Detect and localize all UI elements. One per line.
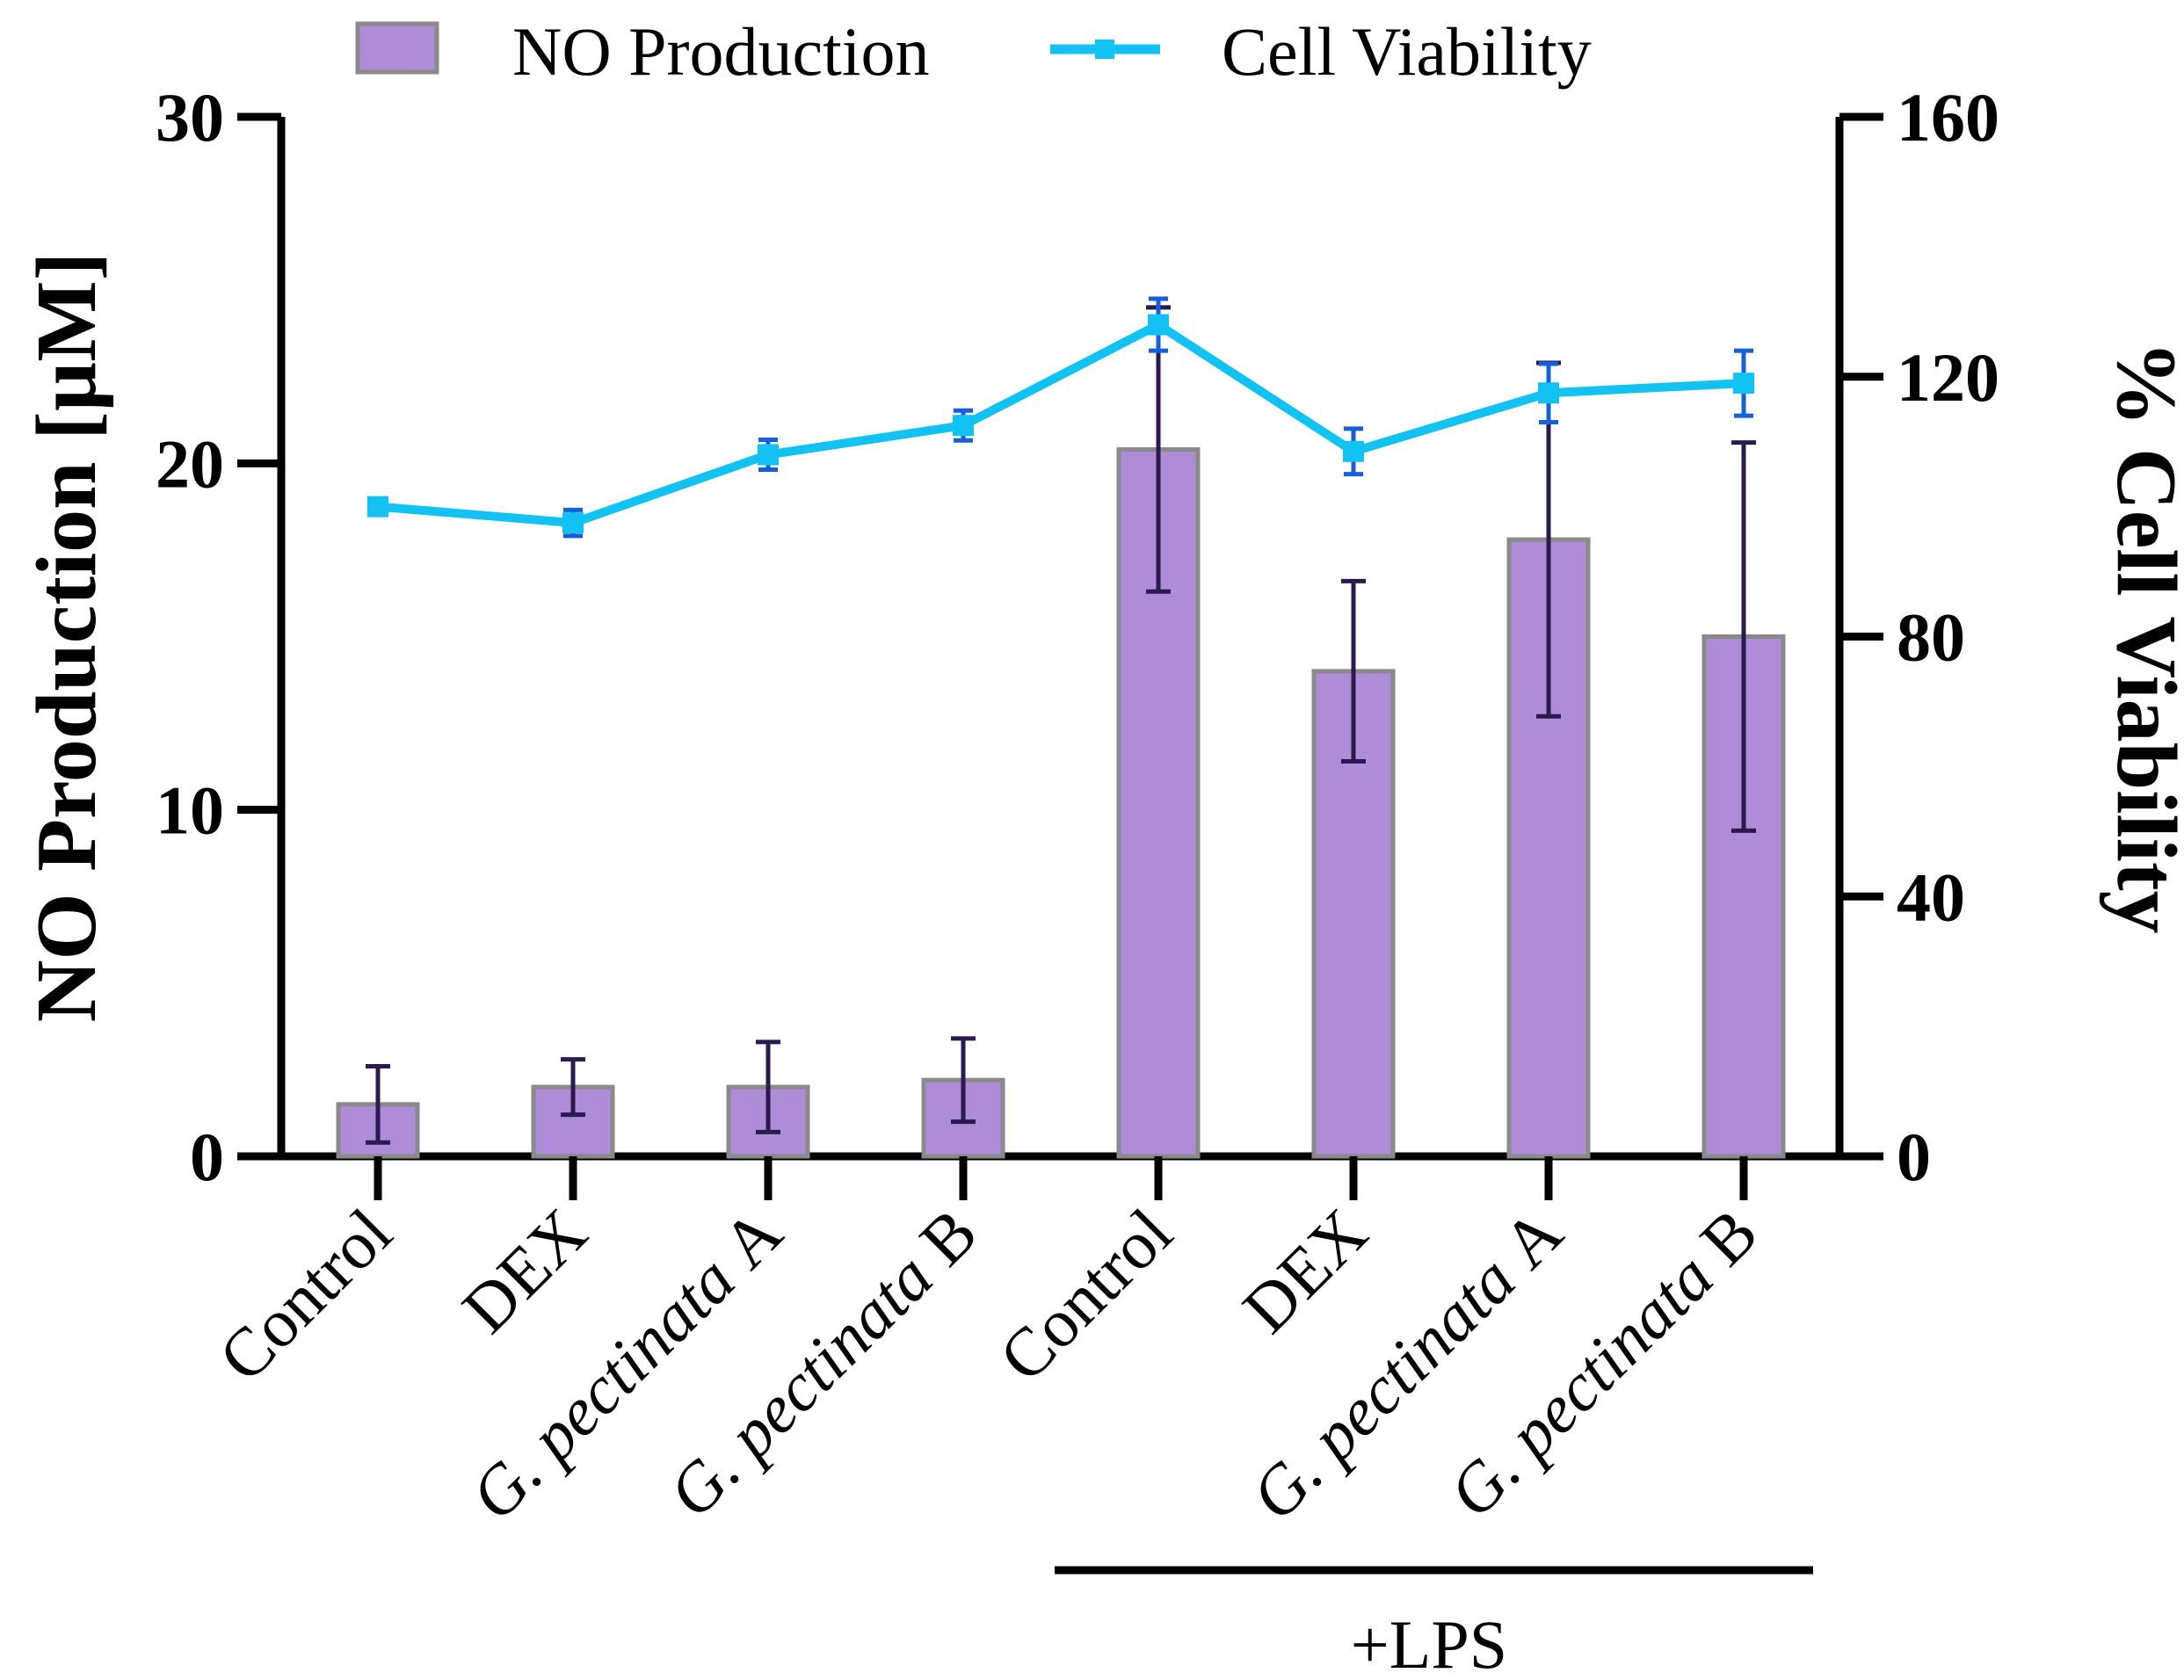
x-label-text: DEX — [1228, 1194, 1382, 1348]
viability-point — [758, 444, 779, 466]
bar-error — [561, 1057, 585, 1118]
x-tick-label: DEX — [1228, 1194, 1382, 1348]
viability-point — [562, 512, 584, 534]
lps-group-label: +LPS — [1351, 1606, 1507, 1680]
left-tick-label: 30 — [156, 79, 224, 156]
x-tick-label: Control — [204, 1194, 406, 1396]
right-tick-label: 0 — [1897, 1119, 1931, 1195]
x-label-text: Control — [984, 1194, 1186, 1396]
bar-error-bars — [366, 305, 1756, 1145]
x-tick-label: Control — [984, 1194, 1186, 1396]
line-series — [367, 296, 1754, 539]
viability-line — [377, 320, 1745, 528]
right-tick-label: 80 — [1897, 599, 1965, 676]
right-tick-label: 120 — [1897, 339, 1999, 416]
x-label-text: DEX — [447, 1194, 601, 1348]
legend-label-cell-viability: Cell Viability — [1222, 13, 1592, 90]
viability-point — [1148, 314, 1169, 336]
x-label-text: Control — [204, 1194, 406, 1396]
x-axis-ticks — [374, 1156, 1748, 1200]
right-axis-title: % Cell Viability — [2099, 340, 2184, 933]
left-axis-ticks: 0 10 20 30 — [156, 79, 281, 1195]
right-axis-ticks: 0 40 80 120 160 — [1839, 79, 1999, 1195]
bar-error — [1731, 440, 1756, 833]
axes — [277, 117, 1844, 1161]
viability-point — [953, 415, 974, 437]
viability-point — [1538, 382, 1559, 404]
legend-line-marker — [1095, 40, 1114, 59]
x-tick-label: DEX — [447, 1194, 601, 1348]
bar-error — [1341, 578, 1366, 764]
bar-error — [951, 1036, 976, 1125]
legend: NO Production Cell Viability — [355, 13, 1592, 90]
bar-series — [336, 447, 1786, 1159]
left-tick-label: 20 — [156, 425, 224, 502]
bar-error — [756, 1039, 780, 1134]
left-tick-label: 10 — [156, 772, 224, 849]
left-axis-title: NO Production [µM] — [19, 252, 114, 1023]
left-tick-label: 0 — [190, 1119, 224, 1195]
right-tick-label: 40 — [1897, 858, 1965, 935]
viability-point — [1343, 440, 1364, 462]
viability-point — [1733, 373, 1754, 395]
legend-bar-swatch — [355, 21, 439, 75]
bar-error — [366, 1063, 390, 1145]
right-tick-label: 160 — [1897, 79, 1999, 156]
legend-label-no-production: NO Production — [512, 13, 929, 90]
viability-point — [367, 496, 388, 518]
